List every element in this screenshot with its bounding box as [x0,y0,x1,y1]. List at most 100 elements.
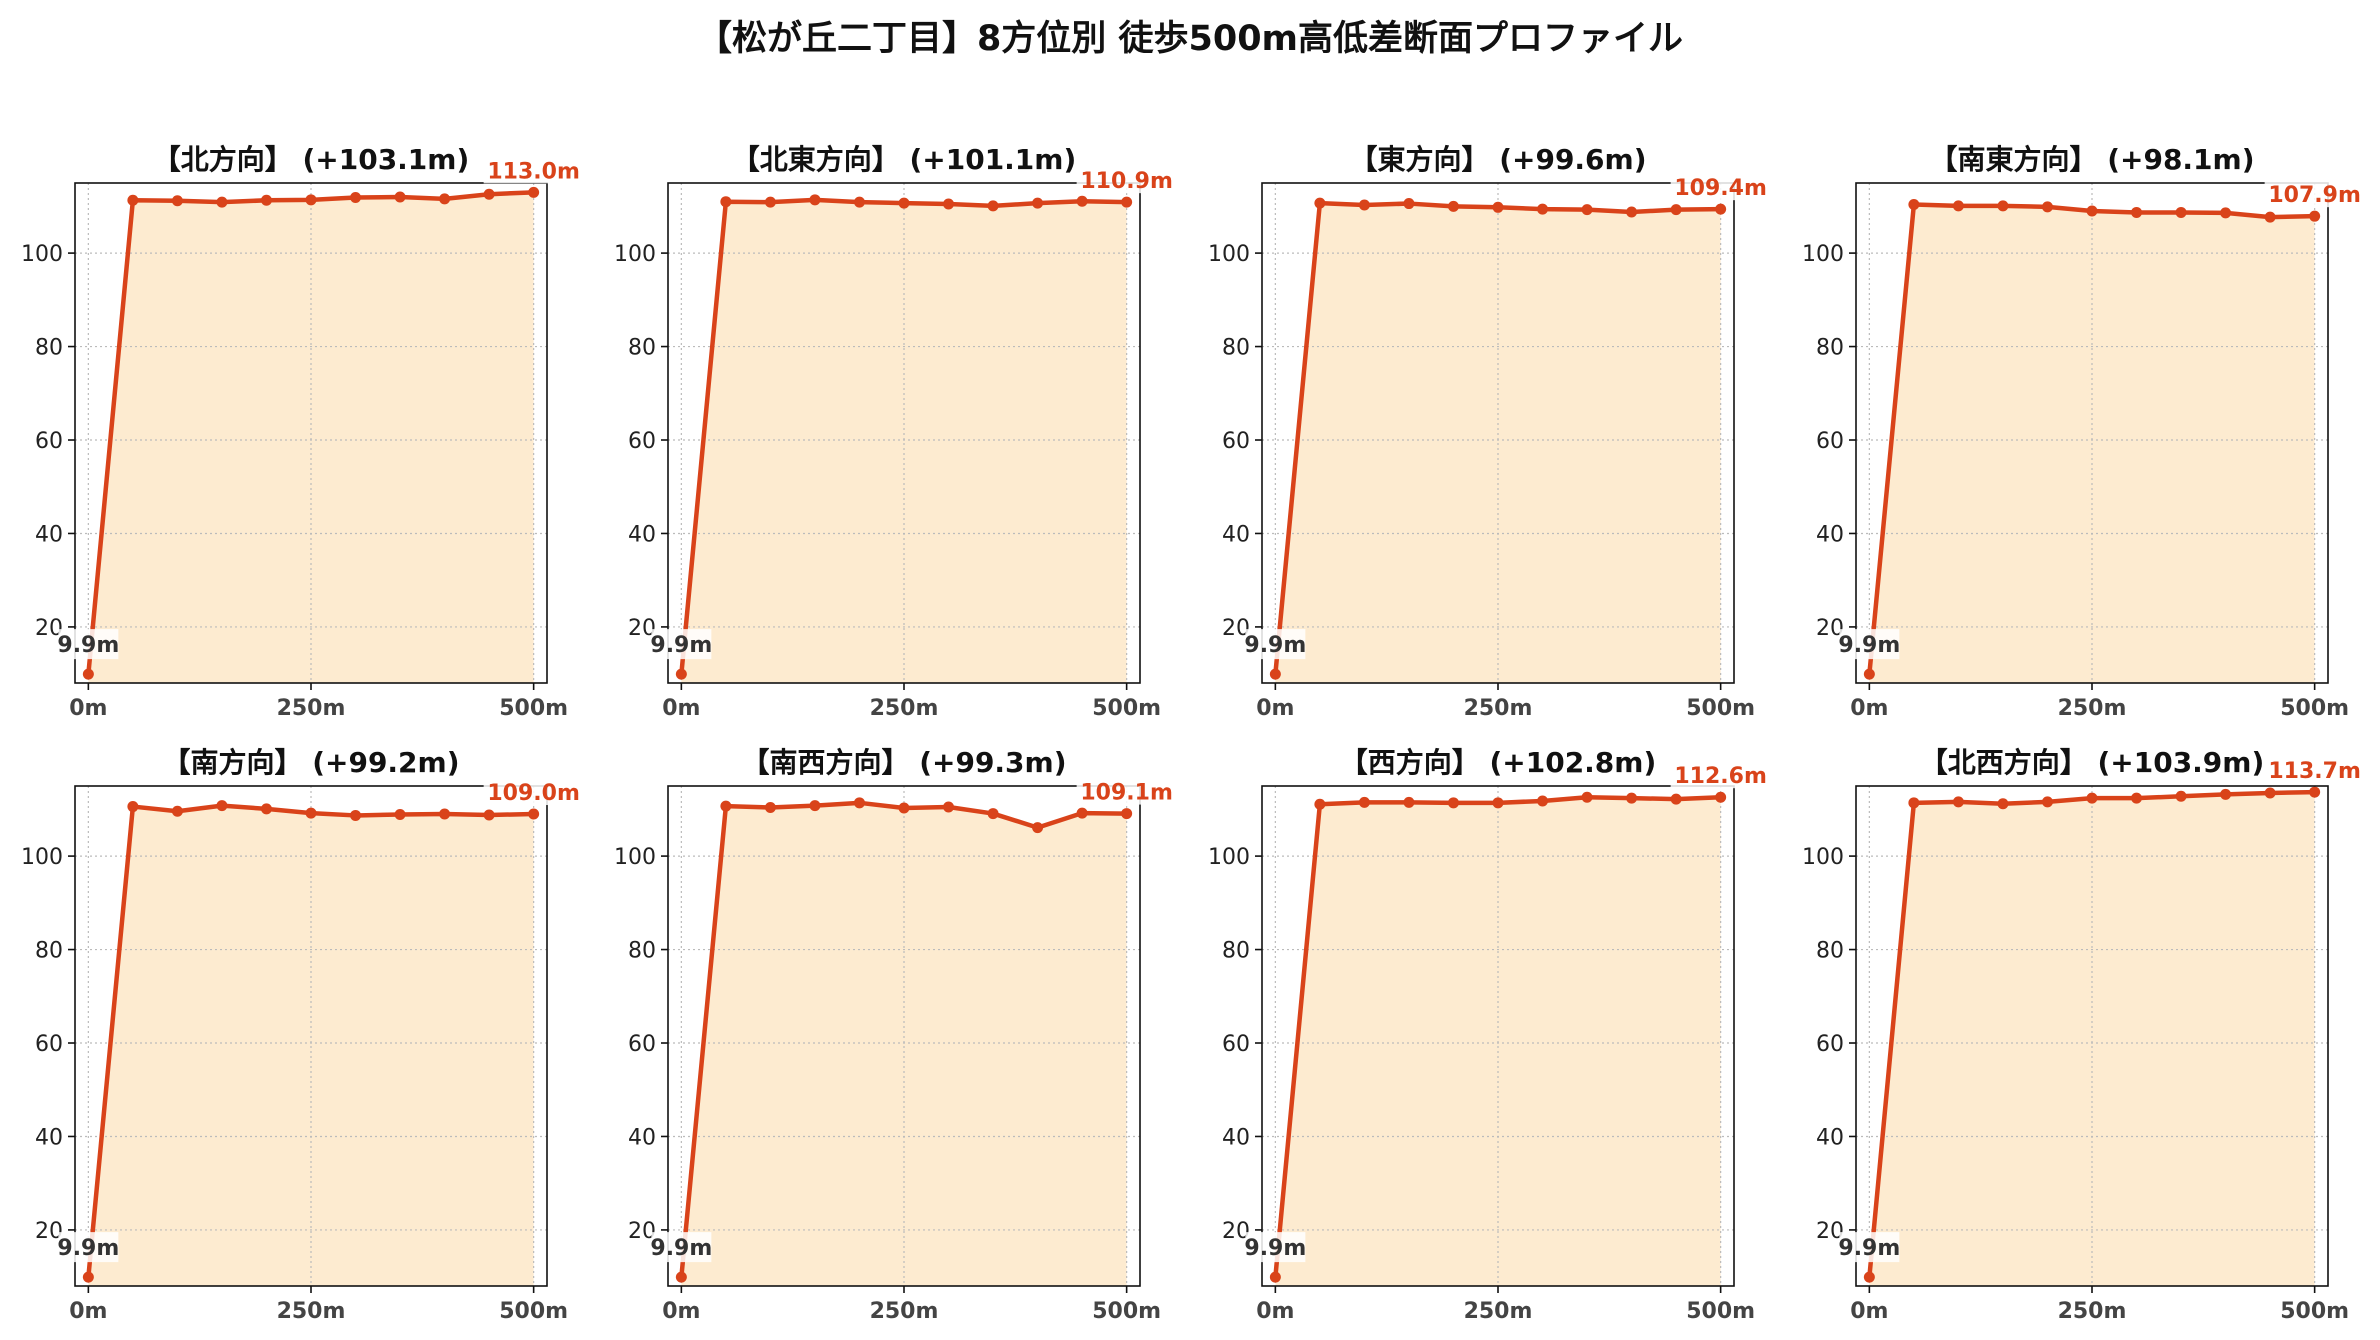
x-tick-label: 250m [870,696,939,721]
data-point [171,805,183,817]
data-point [305,194,317,206]
data-point [439,808,451,820]
start-elevation-label: 9.9m [650,633,712,658]
data-point [2309,210,2321,222]
x-tick-label: 500m [1686,1299,1755,1324]
data-point [809,800,821,812]
data-point [1626,206,1638,218]
y-tick-label: 100 [1208,845,1250,870]
end-elevation-label: 109.1m [1080,781,1173,806]
y-tick-label: 60 [628,429,656,454]
end-elevation-label: 113.0m [487,159,580,184]
y-tick-label: 80 [35,939,63,964]
end-label-box [1670,172,1769,201]
data-point [483,188,495,200]
subplot-4: 0m 250m 500m 20 40 60 80 100 【南方向】 (+99.2m) 9.9m 1… [21,746,582,1324]
start-elevation-label: 9.9m [1244,633,1306,658]
data-point [2175,790,2187,802]
data-point [1952,796,1964,808]
y-tick-label: 100 [1208,242,1250,267]
x-tick-label: 500m [1686,696,1755,721]
x-tick-label: 0m [662,1299,700,1324]
data-point [1032,197,1044,209]
subplot-0: 0m 250m 500m 20 40 60 80 100 【北方向】 (+103.1m) 9.9m… [21,143,582,721]
subplot-title: 【東方向】 (+99.6m) [1349,143,1646,176]
data-point [1715,791,1727,803]
start-elevation-label: 9.9m [1838,633,1900,658]
data-point [1076,807,1088,819]
data-point [1269,1271,1281,1283]
data-point [1997,200,2009,212]
data-point [2264,787,2276,799]
data-point [260,194,272,206]
end-elevation-label: 112.6m [1674,764,1767,789]
y-tick-label: 40 [35,1125,63,1150]
data-point [1447,200,1459,212]
y-tick-label: 60 [1222,429,1250,454]
end-elevation-label: 109.0m [487,781,580,806]
end-label-box [483,777,582,806]
data-point [528,808,540,820]
data-point [2041,201,2053,213]
data-point [720,196,732,208]
subplot-7: 0m 250m 500m 20 40 60 80 100 【北西方向】 (+103.9m) 9.9… [1802,746,2363,1324]
data-point [853,196,865,208]
data-point [943,198,955,210]
data-point [1121,808,1133,820]
y-tick-label: 20 [628,616,656,641]
data-point [1447,797,1459,809]
end-label-box [1076,776,1175,805]
elevation-area [681,802,1127,1286]
data-point [82,668,94,680]
y-tick-label: 20 [35,1219,63,1244]
x-tick-label: 250m [1464,696,1533,721]
data-point [350,809,362,821]
elevation-area [88,192,534,683]
subplot-6: 0m 250m 500m 20 40 60 80 100 【西方向】 (+102.8m) 9.9m… [1208,746,1769,1324]
data-point [439,193,451,205]
subplot-1: 0m 250m 500m 20 40 60 80 100 【北東方向】 (+101.1m) 9.9… [614,143,1175,721]
data-point [2309,786,2321,798]
data-point [1358,796,1370,808]
data-point [1863,1271,1875,1283]
x-tick-label: 500m [2280,696,2349,721]
y-tick-label: 80 [1816,336,1844,361]
x-tick-label: 500m [2280,1299,2349,1324]
end-elevation-label: 109.4m [1674,176,1767,201]
x-tick-label: 250m [277,1299,346,1324]
start-label-box [651,629,712,660]
data-point [1863,668,1875,680]
start-label-box [1245,1232,1306,1263]
end-label-box [1076,165,1175,194]
data-point [2086,205,2098,217]
y-tick-label: 60 [35,1032,63,1057]
data-point [809,194,821,206]
y-tick-label: 20 [1222,1219,1250,1244]
start-label-box [1245,629,1306,660]
data-point [1492,201,1504,213]
data-point [2175,206,2187,218]
elevation-area [1869,792,2315,1286]
start-elevation-label: 9.9m [57,1236,119,1261]
data-point [764,801,776,813]
data-point [216,196,228,208]
y-tick-label: 20 [35,616,63,641]
start-elevation-label: 9.9m [57,633,119,658]
end-label-box [2264,179,2363,208]
data-point [987,808,999,820]
data-point [2220,207,2232,219]
x-tick-label: 0m [69,696,107,721]
data-point [2041,796,2053,808]
data-point [675,668,687,680]
subplot-5: 0m 250m 500m 20 40 60 80 100 【南西方向】 (+99.3m) 9.9m… [614,746,1175,1324]
data-point [1121,196,1133,208]
data-point [1492,797,1504,809]
end-label-box [2264,755,2363,784]
x-tick-label: 250m [1464,1299,1533,1324]
subplot-title: 【西方向】 (+102.8m) [1340,746,1657,779]
y-tick-label: 20 [628,1219,656,1244]
end-elevation-label: 113.7m [2268,759,2361,784]
end-elevation-label: 107.9m [2268,183,2361,208]
data-point [1581,204,1593,216]
